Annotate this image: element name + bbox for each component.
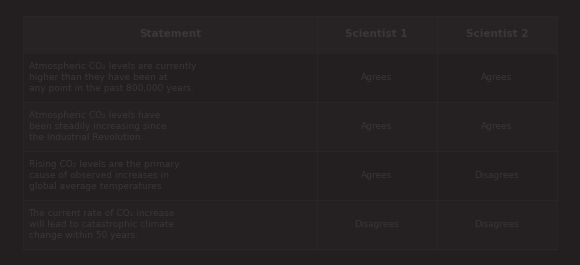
Text: Atmospheric CO₂ levels are currently
higher than they have been at
any point in : Atmospheric CO₂ levels are currently hig… <box>28 62 196 93</box>
Text: Agrees: Agrees <box>361 171 392 180</box>
Text: Atmospheric CO₂ levels have
been steadily increasing since
the Industrial Revolu: Atmospheric CO₂ levels have been steadil… <box>28 111 166 142</box>
Text: Scientist 1: Scientist 1 <box>346 29 408 39</box>
Text: The current rate of CO₂ increase
will lead to catastrophic climate
change within: The current rate of CO₂ increase will le… <box>28 209 175 240</box>
Text: Agrees: Agrees <box>481 122 512 131</box>
Bar <box>23 16 557 249</box>
Text: Disagrees: Disagrees <box>474 171 519 180</box>
Text: Scientist 2: Scientist 2 <box>466 29 528 39</box>
Text: Agrees: Agrees <box>481 73 512 82</box>
Text: Agrees: Agrees <box>361 122 392 131</box>
Bar <box>23 151 557 200</box>
Text: Disagrees: Disagrees <box>354 220 399 229</box>
Bar <box>23 102 557 151</box>
Bar <box>23 16 557 53</box>
Text: Disagrees: Disagrees <box>474 220 519 229</box>
Text: Statement: Statement <box>139 29 201 39</box>
Text: Agrees: Agrees <box>361 73 392 82</box>
Bar <box>23 200 557 249</box>
Bar <box>23 53 557 102</box>
Text: Rising CO₂ levels are the primary
cause of observed increases in
global average : Rising CO₂ levels are the primary cause … <box>28 160 179 191</box>
